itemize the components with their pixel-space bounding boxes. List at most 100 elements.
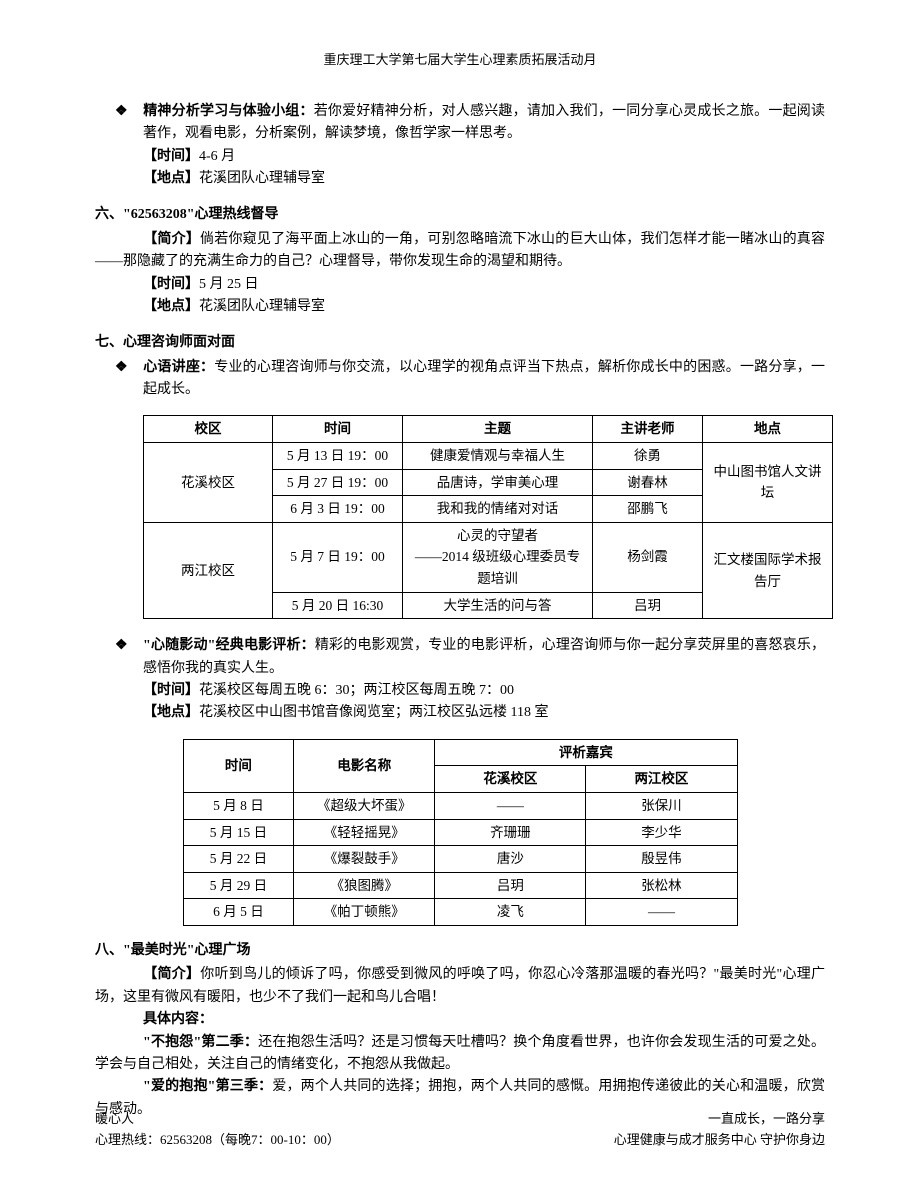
th-movie: 电影名称 [294, 739, 435, 792]
th-topic: 主题 [403, 416, 593, 443]
place-label: 【地点】 [143, 299, 199, 314]
item-title: 心语讲座： [143, 360, 214, 375]
footer-left2: 心理热线：62563208（每晚7：00-10：00） [95, 1130, 340, 1151]
td-c1: —— [435, 792, 586, 819]
sec8-item1: "不抱怨"第二季：还在抱怨生活吗？还是习惯每天吐槽吗？换个角度看世界，也许你会发… [95, 1032, 825, 1077]
sec7-heading: 七、心理咨询师面对面 [95, 332, 825, 354]
td-date: 5 月 29 日 [183, 872, 294, 899]
table-row: 5 月 8 日 《超级大坏蛋》 —— 张保川 [183, 792, 737, 819]
time-value: 4-6 月 [199, 149, 235, 164]
td-topic: 品唐诗，学审美心理 [403, 469, 593, 496]
place-value: 花溪校区中山图书馆音像阅览室；两江校区弘远楼 118 室 [199, 705, 548, 720]
item-title: "爱的抱抱"第三季： [143, 1079, 272, 1094]
sec7-item1: ❖心语讲座：专业的心理咨询师与你交流，以心理学的视角点评当下热点，解析你成长中的… [95, 357, 825, 402]
td-topic: 我和我的情绪对对话 [403, 496, 593, 523]
td-c1: 吕玥 [435, 872, 586, 899]
table-row: 5 月 29 日 《狼图腾》 吕玥 张松林 [183, 872, 737, 899]
table-row: 两江校区 5 月 7 日 19：00 心灵的守望者 ——2014 级班级心理委员… [144, 522, 833, 592]
table-row: 5 月 15 日 《轻轻摇晃》 齐珊珊 李少华 [183, 819, 737, 846]
td-c1: 凌飞 [435, 899, 586, 926]
table-row: 5 月 22 日 《爆裂鼓手》 唐沙 殷昱伟 [183, 846, 737, 873]
td-place: 汇文楼国际学术报告厅 [703, 522, 833, 618]
td-teacher: 徐勇 [593, 443, 703, 470]
item-body: 专业的心理咨询师与你交流，以心理学的视角点评当下热点，解析你成长中的困惑。一路分… [143, 360, 825, 397]
sec7-item2: ❖"心随影动"经典电影评析：精彩的电影观赏，专业的电影评析，心理咨询师与你一起分… [95, 635, 825, 725]
td-time: 5 月 27 日 19：00 [273, 469, 403, 496]
td-movie: 《超级大坏蛋》 [294, 792, 435, 819]
th-teacher: 主讲老师 [593, 416, 703, 443]
td-time: 5 月 20 日 16:30 [273, 592, 403, 619]
td-campus: 花溪校区 [144, 443, 273, 523]
sec6-heading: 六、"62563208"心理热线督导 [95, 204, 825, 226]
page-footer: 暖心人 心理热线：62563208（每晚7：00-10：00） 一直成长，一路分… [95, 1109, 825, 1151]
td-c2: —— [586, 899, 737, 926]
footer-right2: 心理健康与成才服务中心 守护你身边 [614, 1130, 825, 1151]
sec6-intro: 【简介】倘若你窥见了海平面上冰山的一角，可别忽略暗流下冰山的巨大山体，我们怎样才… [95, 229, 825, 274]
bullet-icon: ❖ [115, 357, 143, 379]
th-place: 地点 [703, 416, 833, 443]
td-c2: 殷昱伟 [586, 846, 737, 873]
th-time: 时间 [273, 416, 403, 443]
td-movie: 《爆裂鼓手》 [294, 846, 435, 873]
td-date: 6 月 5 日 [183, 899, 294, 926]
td-time: 5 月 7 日 19：00 [273, 522, 403, 592]
td-topic: 大学生活的问与答 [403, 592, 593, 619]
td-teacher: 吕玥 [593, 592, 703, 619]
td-teacher: 谢春林 [593, 469, 703, 496]
td-time: 5 月 13 日 19：00 [273, 443, 403, 470]
td-date: 5 月 8 日 [183, 792, 294, 819]
page-header: 重庆理工大学第七届大学生心理素质拓展活动月 [95, 50, 825, 71]
time-label: 【时间】 [143, 149, 199, 164]
td-place: 中山图书馆人文讲坛 [703, 443, 833, 523]
sec8-heading: 八、"最美时光"心理广场 [95, 940, 825, 962]
intro-label: 【简介】 [143, 967, 200, 982]
td-campus: 两江校区 [144, 522, 273, 618]
place-label: 【地点】 [143, 705, 199, 720]
footer-right1: 一直成长，一路分享 [614, 1109, 825, 1130]
th-campus: 校区 [144, 416, 273, 443]
td-c1: 唐沙 [435, 846, 586, 873]
time-label: 【时间】 [143, 277, 199, 292]
bullet-icon: ❖ [115, 101, 143, 123]
intro-text: 倘若你窥见了海平面上冰山的一角，可别忽略暗流下冰山的巨大山体，我们怎样才能一睹冰… [95, 232, 825, 269]
bullet-icon: ❖ [115, 635, 143, 657]
td-movie: 《轻轻摇晃》 [294, 819, 435, 846]
footer-left1: 暖心人 [95, 1109, 340, 1130]
intro-text: 你听到鸟儿的倾诉了吗，你感受到微风的呼唤了吗，你忍心冷落那温暖的春光吗？"最美时… [95, 967, 825, 1004]
time-value: 5 月 25 日 [199, 277, 259, 292]
td-time: 6 月 3 日 19：00 [273, 496, 403, 523]
place-value: 花溪团队心理辅导室 [199, 299, 325, 314]
item-title: "不抱怨"第二季： [143, 1035, 258, 1050]
th-campus2: 两江校区 [586, 766, 737, 793]
td-teacher: 邵鹏飞 [593, 496, 703, 523]
td-date: 5 月 22 日 [183, 846, 294, 873]
td-c2: 张保川 [586, 792, 737, 819]
time-value: 花溪校区每周五晚 6：30；两江校区每周五晚 7：00 [199, 683, 514, 698]
th-time: 时间 [183, 739, 294, 792]
th-campus1: 花溪校区 [435, 766, 586, 793]
td-date: 5 月 15 日 [183, 819, 294, 846]
sec8-intro: 【简介】你听到鸟儿的倾诉了吗，你感受到微风的呼唤了吗，你忍心冷落那温暖的春光吗？… [95, 964, 825, 1009]
table-header-row: 校区 时间 主题 主讲老师 地点 [144, 416, 833, 443]
item-title: 精神分析学习与体验小组： [143, 104, 314, 119]
th-guest: 评析嘉宾 [435, 739, 737, 766]
td-topic: 心灵的守望者 ——2014 级班级心理委员专题培训 [403, 522, 593, 592]
td-movie: 《狼图腾》 [294, 872, 435, 899]
time-label: 【时间】 [143, 683, 199, 698]
item-title: "心随影动"经典电影评析： [143, 638, 315, 653]
sec5-item: ❖精神分析学习与体验小组：若你爱好精神分析，对人感兴趣，请加入我们，一同分享心灵… [95, 101, 825, 191]
td-topic: 健康爱情观与幸福人生 [403, 443, 593, 470]
table-row: 花溪校区 5 月 13 日 19：00 健康爱情观与幸福人生 徐勇 中山图书馆人… [144, 443, 833, 470]
table-row: 6 月 5 日 《帕丁顿熊》 凌飞 —— [183, 899, 737, 926]
table-header-row: 时间 电影名称 评析嘉宾 [183, 739, 737, 766]
movie-table: 时间 电影名称 评析嘉宾 花溪校区 两江校区 5 月 8 日 《超级大坏蛋》 —… [183, 739, 738, 926]
place-label: 【地点】 [143, 171, 199, 186]
td-movie: 《帕丁顿熊》 [294, 899, 435, 926]
td-c1: 齐珊珊 [435, 819, 586, 846]
content-label: 具体内容： [143, 1012, 213, 1027]
td-teacher: 杨剑霞 [593, 522, 703, 592]
intro-label: 【简介】 [143, 232, 200, 247]
place-value: 花溪团队心理辅导室 [199, 171, 325, 186]
lecture-table: 校区 时间 主题 主讲老师 地点 花溪校区 5 月 13 日 19：00 健康爱… [143, 415, 833, 619]
td-c2: 李少华 [586, 819, 737, 846]
